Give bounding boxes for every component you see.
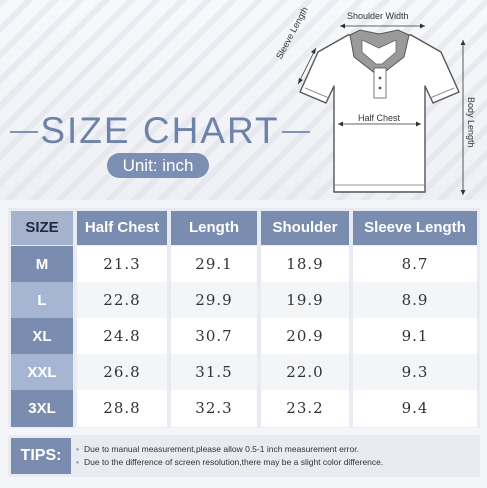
table-row: XXL 26.8 31.5 22.0 9.3: [8, 354, 480, 391]
table-row: 3XL 28.8 32.3 23.2 9.4: [8, 390, 480, 427]
table-row: M 21.3 29.1 18.9 8.7: [8, 246, 480, 283]
length-cell: 32.3: [171, 390, 257, 427]
half-chest-label: Half Chest: [358, 113, 401, 123]
table-header-row: SIZE Half Chest Length Shoulder Sleeve L…: [8, 208, 480, 245]
length-cell: 30.7: [171, 318, 257, 355]
half-chest-cell: 21.3: [77, 246, 167, 283]
half-chest-cell: 26.8: [77, 354, 167, 391]
half-chest-cell: 28.8: [77, 390, 167, 427]
title-block: SIZE CHART: [10, 108, 310, 154]
size-cell: L: [11, 282, 73, 319]
size-cell: XXL: [11, 354, 73, 391]
tips-label: TIPS:: [11, 438, 71, 474]
half-chest-cell: 22.8: [77, 282, 167, 319]
size-table: SIZE Half Chest Length Shoulder Sleeve L…: [8, 208, 480, 428]
polo-shirt-icon: [297, 23, 466, 195]
header-sleeve-length: Sleeve Length: [353, 211, 477, 245]
page-title: SIZE CHART: [40, 110, 280, 151]
shoulder-cell: 18.9: [261, 246, 349, 283]
table-row: XL 24.8 30.7 20.9 9.1: [8, 318, 480, 355]
header-half-chest: Half Chest: [77, 211, 167, 245]
size-cell: 3XL: [11, 390, 73, 427]
shirt-diagram: Shoulder Width Sleeve Length Half Chest …: [270, 0, 487, 205]
header-length: Length: [171, 211, 257, 245]
shoulder-cell: 23.2: [261, 390, 349, 427]
shoulder-cell: 20.9: [261, 318, 349, 355]
sleeve-cell: 8.9: [353, 282, 477, 319]
size-cell: XL: [11, 318, 73, 355]
sleeve-cell: 9.1: [353, 318, 477, 355]
length-cell: 31.5: [171, 354, 257, 391]
tip-item: Due to manual measurement,please allow 0…: [76, 444, 359, 454]
length-cell: 29.9: [171, 282, 257, 319]
sleeve-cell: 9.4: [353, 390, 477, 427]
header-size: SIZE: [11, 211, 73, 245]
unit-badge: Unit: inch: [107, 153, 209, 178]
sleeve-cell: 8.7: [353, 246, 477, 283]
tip-item: Due to the difference of screen resoluti…: [76, 457, 383, 467]
header-shoulder: Shoulder: [261, 211, 349, 245]
half-chest-cell: 24.8: [77, 318, 167, 355]
table-row: L 22.8 29.9 19.9 8.9: [8, 282, 480, 319]
body-length-label: Body Length: [466, 97, 476, 148]
shoulder-width-label: Shoulder Width: [347, 11, 409, 21]
shoulder-cell: 19.9: [261, 282, 349, 319]
title-rule-left: [10, 131, 38, 133]
size-cell: M: [11, 246, 73, 283]
shoulder-cell: 22.0: [261, 354, 349, 391]
tips-box: TIPS: Due to manual measurement,please a…: [8, 435, 480, 477]
sleeve-cell: 9.3: [353, 354, 477, 391]
title-rule-right: [282, 131, 310, 133]
length-cell: 29.1: [171, 246, 257, 283]
